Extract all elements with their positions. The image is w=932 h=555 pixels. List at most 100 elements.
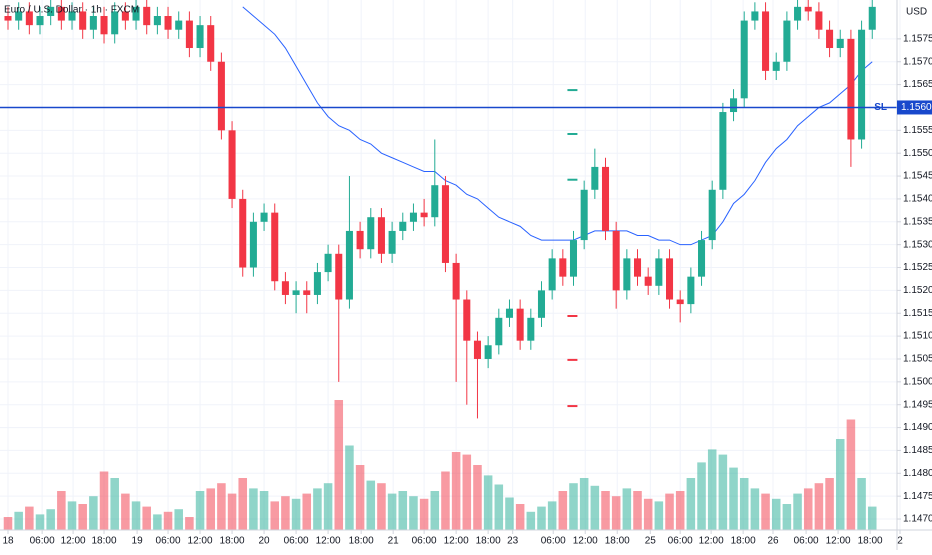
x-tick-label: 12:00 [316,536,341,547]
candle-body [612,230,620,291]
candle-body [527,317,535,341]
volume-bar [633,491,642,530]
axes: 1.15750 1.15700 1.15650 1.15550 1.15500 1.154… [2,34,932,547]
volume-bar [515,504,525,530]
volume-bar [25,506,34,530]
y-tick-label: 1.15750 [903,34,932,45]
y-tick-label: 1.14700 [903,514,932,525]
candle-body [303,290,311,295]
volume-bar [835,439,845,530]
volume-bar [697,462,706,530]
candle-body [719,112,727,190]
volume-bar [377,483,386,530]
y-tick-label: 1.15300 [903,239,932,250]
candle-body [804,6,812,12]
volume-bar [131,501,141,530]
candle-body [687,276,695,305]
volume-bar [686,478,696,530]
candle-body [836,38,844,49]
volume-bar [558,491,568,530]
y-tick-label: 1.15350 [903,216,932,227]
x-tick-label: 12:00 [61,536,86,547]
candle-body [345,230,353,300]
volume-bar [739,478,749,530]
candle-body [698,240,706,277]
candle-body [858,29,866,140]
volume-bar [430,491,440,530]
x-tick-label: 18:00 [858,536,883,547]
x-tick-label: 18:00 [220,536,245,547]
chart-title: Euro / U.S. Dollar · 1h · FXCM [4,5,139,16]
candle-body [4,16,12,21]
y-tick-label: 1.15400 [903,194,932,205]
volume-bar [14,511,23,530]
volume-bar [270,501,280,530]
candle-body [89,16,97,30]
candle-body [313,272,321,295]
volume-bar [78,504,87,530]
y-tick-label: 1.14950 [903,399,932,410]
candle-body [111,11,119,35]
volume-bar [249,488,258,530]
volume-bar [601,491,610,530]
volume-bar [398,491,408,530]
candle-body [815,11,823,30]
x-tick-label: 25 [645,536,657,547]
candle-body [762,11,770,71]
candle-body [79,11,87,30]
volume-bar [803,488,813,530]
candle-body [676,299,684,305]
volume-bar [46,509,55,530]
x-tick-label: 19 [132,536,144,547]
volume-bar [654,501,664,530]
candle-body [260,212,268,222]
y-tick-label: 1.15150 [903,308,932,319]
volume-bar [387,493,397,530]
volume-bar [419,498,429,530]
x-tick-label: 21 [388,536,400,547]
candle-body [559,258,567,277]
volume-bar [217,483,226,530]
volume-bar [569,483,578,530]
stop-loss-name: SL [874,102,887,113]
candle-body [505,308,513,318]
x-tick-label: 06:00 [412,536,437,547]
candle-body [271,212,279,282]
volume-bar [313,488,322,530]
volume-bar [526,511,536,530]
volume-bar [505,497,514,530]
stop-loss-price: 1.15600 [901,102,932,113]
volume-bar [110,478,119,530]
volume-bar [451,452,461,530]
candle-body [495,317,503,346]
volume-bar [441,471,450,530]
x-tick-label: 18 [2,536,14,547]
y-tick-label: 1.15050 [903,354,932,365]
candle-body [441,185,449,263]
candle-body [15,11,23,21]
y-tick-label: 1.14900 [903,422,932,433]
y-tick-label: 1.15500 [903,148,932,159]
volume-bar [195,491,205,530]
price-unit: USD [906,7,927,18]
volume-bar [89,496,98,530]
volume-bar [121,493,130,530]
candle-body [708,189,716,241]
candle-body [143,6,151,26]
candle-body [452,262,460,300]
volume-bar [473,465,482,530]
candle-body [463,299,471,341]
y-tick-label: 1.15650 [903,79,932,90]
candle-body [356,230,364,250]
y-tick-label: 1.15250 [903,262,932,273]
candle-body [516,308,524,341]
volume-bar [846,419,856,530]
candle-body [47,6,55,17]
x-tick-label: 12:00 [826,536,851,547]
candle-body [420,212,428,218]
candle-body [473,340,481,359]
volume-bar [409,496,418,530]
candle-body [121,11,129,21]
volume-bar [163,511,173,530]
candle-body [281,281,289,295]
